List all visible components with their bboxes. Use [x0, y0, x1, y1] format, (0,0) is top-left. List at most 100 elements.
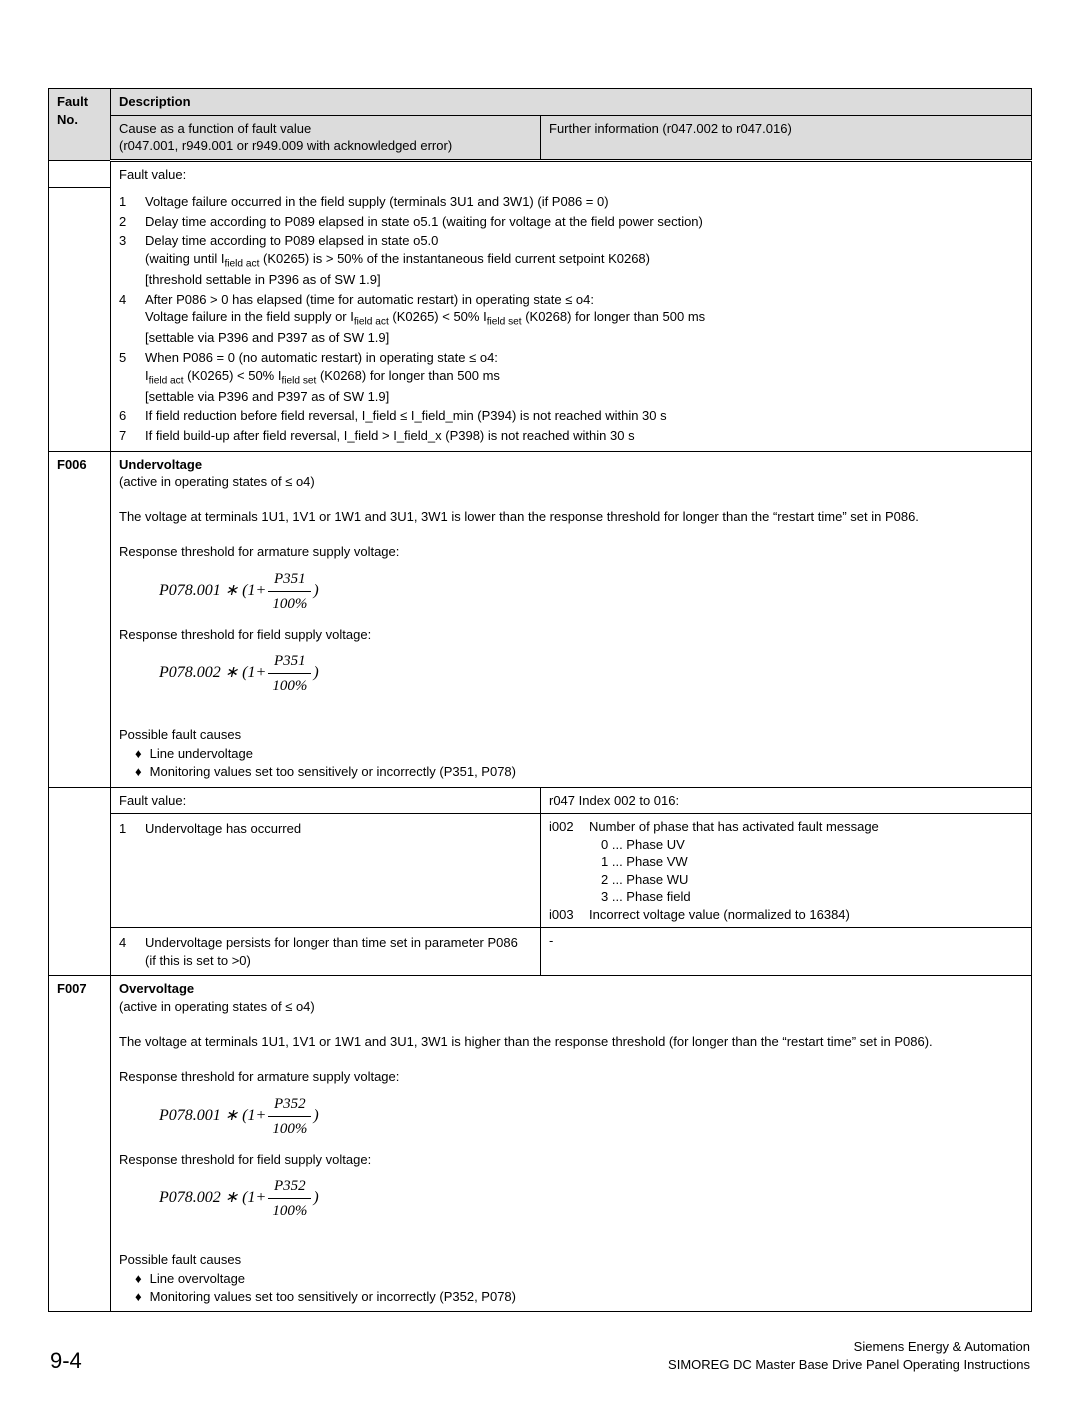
f006-title: Undervoltage: [119, 457, 202, 472]
cause-item: Line undervoltage: [135, 745, 1023, 763]
formula-pre: P078.002 ∗ (1+: [159, 665, 266, 682]
fault-value-item: 5When P086 = 0 (no automatic restart) in…: [119, 349, 1023, 405]
phase-item: 0 ... Phase UV: [549, 836, 1023, 854]
hdr-sub-left-1: Cause as a function of fault value: [119, 121, 311, 136]
formula-post: ): [313, 582, 318, 599]
f007-field-label: Response threshold for field supply volt…: [119, 1152, 371, 1167]
f006-fv-left-label: Fault value:: [111, 787, 541, 814]
f006-causes: Line undervoltageMonitoring values set t…: [119, 745, 1023, 780]
i002-label: i002: [549, 818, 589, 836]
f006-row4-left: 4 Undervoltage persists for longer than …: [111, 928, 541, 976]
f006-row1-left: 1 Undervoltage has occurred: [111, 814, 541, 928]
hdr-fault: Fault: [57, 94, 88, 109]
f006-row1-no-empty: [49, 814, 111, 928]
f006-row1-n: 1: [119, 820, 145, 838]
fault-value-text: After P086 > 0 has elapsed (time for aut…: [145, 291, 1023, 347]
f007-field-formula: P078.002 ∗ (1+P352100%): [119, 1168, 1023, 1233]
fault-value-text: Voltage failure occurred in the field su…: [145, 193, 1023, 211]
top-fault-value-label: Fault value:: [111, 160, 1032, 187]
i003-text: Incorrect voltage value (normalized to 1…: [589, 906, 1023, 924]
f007-arm-label: Response threshold for armature supply v…: [119, 1069, 399, 1084]
top-fv-no-empty: [49, 187, 111, 451]
f006-row1-text: Undervoltage has occurred: [145, 820, 532, 838]
fault-value-number: 2: [119, 213, 145, 231]
f007-arm-formula: P078.001 ∗ (1+P352100%): [119, 1086, 1023, 1151]
hdr-sub-left-2: (r047.001, r949.001 or r949.009 with ack…: [119, 138, 452, 153]
formula-den: 100%: [268, 674, 311, 698]
footer-company: Siemens Energy & Automation: [854, 1339, 1030, 1354]
header-sub-right: Further information (r047.002 to r047.01…: [541, 115, 1032, 160]
fault-value-number: 6: [119, 407, 145, 425]
fault-value-item: 4After P086 > 0 has elapsed (time for au…: [119, 291, 1023, 347]
footer-doc: SIMOREG DC Master Base Drive Panel Opera…: [668, 1357, 1030, 1372]
fault-value-number: 3: [119, 232, 145, 250]
f007-causes: Line overvoltageMonitoring values set to…: [119, 1270, 1023, 1305]
fault-value-number: 7: [119, 427, 145, 445]
formula-den: 100%: [268, 1199, 311, 1223]
formula-num: P351: [268, 567, 311, 592]
f007-body: Overvoltage (active in operating states …: [111, 976, 1032, 1312]
formula-num: P352: [268, 1092, 311, 1117]
fault-value-number: 1: [119, 193, 145, 211]
f006-field-label: Response threshold for field supply volt…: [119, 627, 371, 642]
header-sub-left: Cause as a function of fault value (r047…: [111, 115, 541, 160]
fault-value-number: 5: [119, 349, 145, 367]
fault-table: Fault No. Description Cause as a functio…: [48, 88, 1032, 1312]
fault-value-text: Delay time according to P089 elapsed in …: [145, 232, 1023, 288]
f007-title: Overvoltage: [119, 981, 194, 996]
f006-field-formula: P078.002 ∗ (1+P351100%): [119, 643, 1023, 708]
footer-right: Siemens Energy & Automation SIMOREG DC M…: [668, 1338, 1030, 1373]
f007-active: (active in operating states of ≤ o4): [119, 999, 315, 1014]
fault-value-text: When P086 = 0 (no automatic restart) in …: [145, 349, 1023, 405]
cause-item: Line overvoltage: [135, 1270, 1023, 1288]
fault-value-text: If field reduction before field reversal…: [145, 407, 1023, 425]
f006-fv-no-empty: [49, 787, 111, 814]
cause-item: Monitoring values set too sensitively or…: [135, 1288, 1023, 1306]
fault-value-item: 7If field build-up after field reversal,…: [119, 427, 1023, 445]
formula-post: ): [313, 665, 318, 682]
formula-pre: P078.001 ∗ (1+: [159, 582, 266, 599]
formula-num: P352: [268, 1174, 311, 1199]
f006-body: Undervoltage (active in operating states…: [111, 451, 1032, 787]
hdr-no: No.: [57, 112, 78, 127]
f006-arm-formula: P078.001 ∗ (1+P351100%): [119, 561, 1023, 626]
phase-item: 1 ... Phase VW: [549, 853, 1023, 871]
f006-row1-right: i002 Number of phase that has activated …: [541, 814, 1032, 928]
f006-active: (active in operating states of ≤ o4): [119, 474, 315, 489]
f007-causes-label: Possible fault causes: [119, 1252, 241, 1267]
page-footer: 9-4 Siemens Energy & Automation SIMOREG …: [48, 1338, 1032, 1373]
f006-row4-n: 4: [119, 934, 145, 952]
header-description: Description: [111, 89, 1032, 116]
f006-desc: The voltage at terminals 1U1, 1V1 or 1W1…: [119, 509, 919, 524]
cause-item: Monitoring values set too sensitively or…: [135, 763, 1023, 781]
fault-value-item: 3Delay time according to P089 elapsed in…: [119, 232, 1023, 288]
page-number: 9-4: [50, 1348, 82, 1374]
formula-pre: P078.002 ∗ (1+: [159, 1189, 266, 1206]
f006-arm-label: Response threshold for armature supply v…: [119, 544, 399, 559]
fault-value-number: 4: [119, 291, 145, 309]
f007-no: F007: [49, 976, 111, 1312]
page: Fault No. Description Cause as a functio…: [0, 0, 1080, 1414]
formula-den: 100%: [268, 1117, 311, 1141]
i003-label: i003: [549, 906, 589, 924]
top-fault-no-empty: [49, 160, 111, 187]
formula-num: P351: [268, 649, 311, 674]
phase-item: 2 ... Phase WU: [549, 871, 1023, 889]
f006-row4-no-empty: [49, 928, 111, 976]
f006-row4-text: Undervoltage persists for longer than ti…: [145, 934, 532, 969]
fault-value-item: 2Delay time according to P089 elapsed in…: [119, 213, 1023, 231]
fault-value-item: 6If field reduction before field reversa…: [119, 407, 1023, 425]
fault-value-list: 1Voltage failure occurred in the field s…: [119, 193, 1023, 444]
fault-value-item: 1Voltage failure occurred in the field s…: [119, 193, 1023, 211]
header-fault-no: Fault No.: [49, 89, 111, 161]
f006-causes-label: Possible fault causes: [119, 727, 241, 742]
fault-value-text: Delay time according to P089 elapsed in …: [145, 213, 1023, 231]
top-fault-values: 1Voltage failure occurred in the field s…: [111, 187, 1032, 451]
f006-row4-right: -: [541, 928, 1032, 976]
formula-post: ): [313, 1189, 318, 1206]
i002-text: Number of phase that has activated fault…: [589, 818, 1023, 836]
formula-pre: P078.001 ∗ (1+: [159, 1107, 266, 1124]
f007-desc: The voltage at terminals 1U1, 1V1 or 1W1…: [119, 1034, 933, 1049]
formula-den: 100%: [268, 592, 311, 616]
f006-fv-right-label: r047 Index 002 to 016:: [541, 787, 1032, 814]
